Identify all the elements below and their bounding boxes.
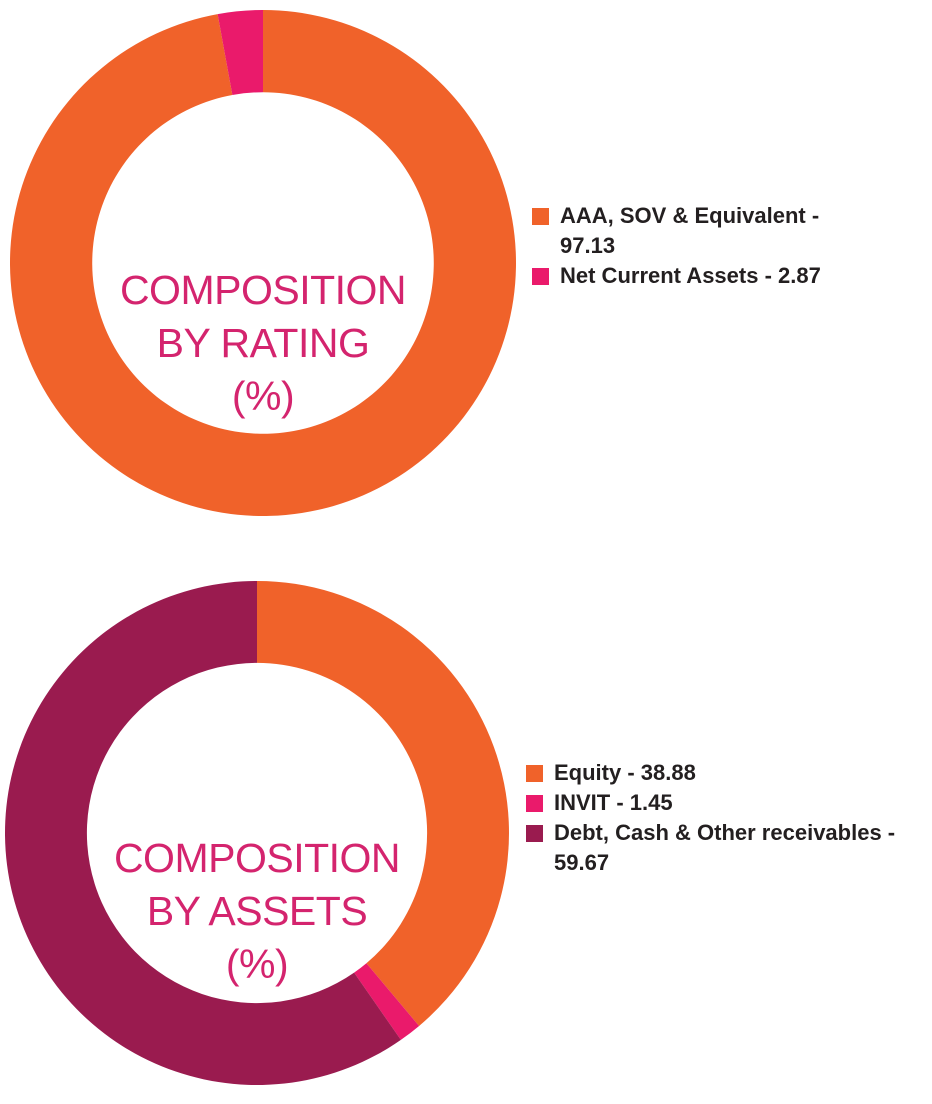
legend-item: INVIT - 1.45 (526, 788, 926, 818)
legend-swatch (526, 765, 543, 782)
rating-legend: AAA, SOV & Equivalent - 97.13 Net Curren… (532, 201, 872, 291)
rating-title-line-1: COMPOSITION (119, 267, 407, 313)
legend-label: Equity - 38.88 (554, 760, 696, 785)
legend-item: Equity - 38.88 (526, 758, 926, 788)
rating-chart-title: COMPOSITION BY RATING (%) (93, 264, 433, 423)
legend-item: Debt, Cash & Other receivables - 59.67 (526, 818, 926, 878)
donut-slice (5, 581, 401, 1085)
rating-title-line-3: (%) (231, 373, 295, 419)
assets-chart-title: COMPOSITION BY ASSETS (%) (87, 832, 427, 991)
legend-item: Net Current Assets - 2.87 (532, 261, 872, 291)
legend-label: Net Current Assets - 2.87 (560, 263, 821, 288)
legend-swatch (526, 795, 543, 812)
assets-title-line-2: BY ASSETS (146, 888, 368, 934)
rating-title-line-2: BY RATING (156, 320, 370, 366)
assets-title-line-1: COMPOSITION (113, 835, 401, 881)
donut-slice (354, 963, 420, 1040)
legend-item: AAA, SOV & Equivalent - 97.13 (532, 201, 872, 261)
legend-label: AAA, SOV & Equivalent - 97.13 (560, 203, 820, 258)
assets-donut (5, 581, 510, 1085)
legend-label: Debt, Cash & Other receivables - 59.67 (554, 820, 896, 875)
legend-swatch (532, 208, 549, 225)
assets-title-line-3: (%) (225, 941, 289, 987)
assets-legend: Equity - 38.88 INVIT - 1.45 Debt, Cash &… (526, 758, 926, 878)
donut-slice (257, 581, 510, 1026)
legend-label: INVIT - 1.45 (554, 790, 673, 815)
rating-chart: COMPOSITION BY RATING (%) AAA, SOV & Equ… (10, 10, 872, 516)
legend-swatch (526, 825, 543, 842)
legend-swatch (532, 268, 549, 285)
rating-donut (10, 10, 516, 516)
assets-chart: COMPOSITION BY ASSETS (%) Equity - 38.88… (0, 560, 932, 1104)
donut-slice (10, 10, 516, 516)
donut-slice (217, 10, 263, 95)
